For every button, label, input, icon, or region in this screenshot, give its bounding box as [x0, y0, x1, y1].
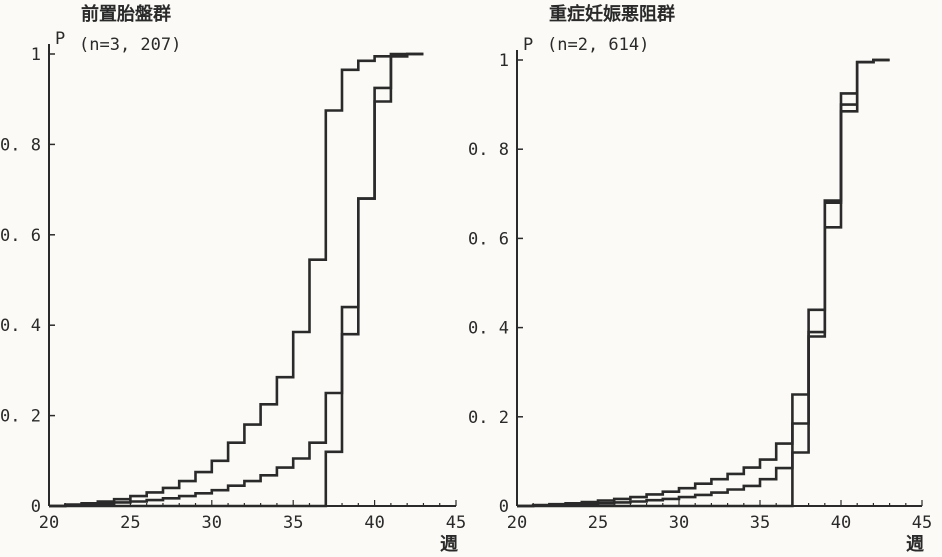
y-tick-label: 0. 2 — [468, 408, 509, 428]
y-tick-label: 0. 4 — [468, 319, 509, 339]
x-axis-label: 週 — [906, 534, 924, 555]
chart-title: 前置胎盤群 — [81, 3, 171, 25]
x-tick-label: 30 — [202, 513, 222, 533]
x-tick-label: 25 — [120, 513, 140, 533]
x-tick-label: 45 — [446, 513, 466, 533]
y-tick-label: 0 — [31, 497, 41, 517]
y-tick-label: 1 — [499, 51, 509, 71]
y-tick-label: 0. 6 — [468, 229, 509, 249]
chart-panel-2: 0 0. 2 0. 4 0. 6 0. 8 1 20 25 30 35 40 45 P 週 重症妊娠悪阻群 (… — [468, 3, 932, 555]
x-tick-label: 40 — [364, 513, 384, 533]
x-tick-label: 35 — [750, 513, 770, 533]
x-tick-label: 20 — [507, 513, 527, 533]
y-tick-label: 0. 8 — [468, 140, 509, 160]
x-tick-label: 40 — [831, 513, 851, 533]
series-line-3 — [49, 52, 424, 508]
chart-subtitle: (n=2, 614) — [547, 35, 649, 55]
x-tick-label: 30 — [669, 513, 689, 533]
x-tick-label: 35 — [283, 513, 303, 533]
x-tick-label: 20 — [39, 513, 59, 533]
series-line-2 — [517, 58, 890, 508]
series-line-1 — [49, 52, 424, 508]
series-line-1 — [517, 58, 890, 508]
y-tick-label: 0. 6 — [0, 226, 41, 246]
series-line-2 — [49, 52, 424, 508]
chart-panel-1: 0 0. 2 0. 4 0. 6 0. 8 1 20 25 30 35 40 45 P 週 前置胎盤群 (n=… — [0, 3, 466, 555]
x-tick-label: 25 — [588, 513, 608, 533]
y-tick-label: 0. 4 — [0, 316, 41, 336]
y-tick-label: 0. 8 — [0, 135, 41, 155]
chart-subtitle: (n=3, 207) — [79, 35, 181, 55]
chart-title: 重症妊娠悪阻群 — [549, 3, 675, 25]
y-tick-label: 0. 2 — [0, 407, 41, 427]
x-tick-label: 45 — [912, 513, 932, 533]
y-tick-label: 1 — [31, 45, 41, 65]
y-axis-label: P — [523, 35, 533, 55]
y-tick-label: 0 — [499, 497, 509, 517]
x-axis-label: 週 — [440, 534, 458, 555]
series-line-3 — [517, 58, 890, 508]
y-axis-label: P — [55, 29, 65, 49]
